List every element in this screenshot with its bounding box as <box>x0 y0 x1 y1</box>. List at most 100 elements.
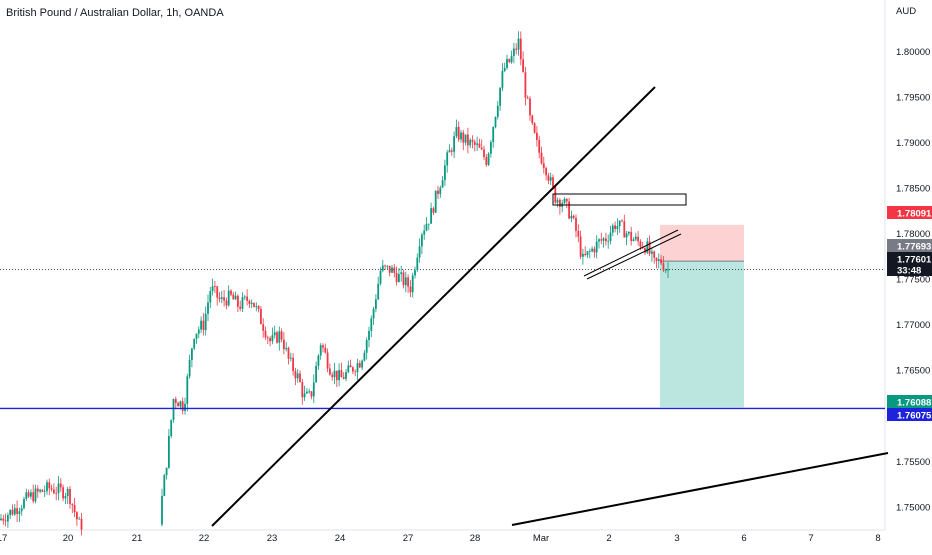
candle-body <box>322 345 324 348</box>
candle-body <box>315 365 317 383</box>
candle-body <box>584 253 587 256</box>
candle-body <box>462 132 465 143</box>
candle-body <box>250 302 253 304</box>
candle-body <box>457 126 460 140</box>
candle-body <box>237 295 239 307</box>
candle-body <box>66 488 69 497</box>
candle-body <box>501 71 504 88</box>
candle-body <box>664 270 667 272</box>
price-tick-label: 1.75000 <box>896 502 930 513</box>
time-tick-label: Mar <box>533 533 549 544</box>
candle-body <box>496 105 499 117</box>
price-tag-label: 33:48 <box>897 266 921 277</box>
candle-body <box>59 483 62 488</box>
candle-body <box>365 340 368 353</box>
candle-body <box>43 491 46 493</box>
candle-body <box>216 286 219 298</box>
candle-body <box>64 496 67 499</box>
candle-body <box>312 382 315 397</box>
candle-body <box>225 300 228 306</box>
candle-body <box>207 302 209 314</box>
candle-body <box>243 296 246 298</box>
wedge-line-upper <box>586 233 682 280</box>
rising-trendline <box>211 86 656 527</box>
candle-body <box>340 370 343 378</box>
candle-body <box>657 259 660 262</box>
candle-body <box>582 253 584 257</box>
candle-body <box>303 393 306 398</box>
candle-body <box>352 367 354 372</box>
candle-body <box>246 296 248 301</box>
candle-body <box>393 267 396 273</box>
candle-body <box>55 493 58 494</box>
candle-body <box>628 231 630 234</box>
candle-body <box>39 489 41 492</box>
candle-body <box>329 368 331 375</box>
candle-body <box>273 332 276 336</box>
price-tick-label: 1.77000 <box>896 320 930 331</box>
candle-body <box>324 347 327 353</box>
candle-body <box>16 508 18 514</box>
candle-body <box>660 259 662 264</box>
candle-body <box>434 190 437 213</box>
time-axis: 1720212223242728Mar23678 <box>0 533 881 544</box>
candle-body <box>338 370 340 381</box>
candle-body <box>165 467 168 476</box>
candle-body <box>542 163 545 169</box>
candle-body <box>301 381 304 398</box>
candle-body <box>473 141 476 145</box>
candle-body <box>333 370 336 378</box>
price-tick-label: 1.76500 <box>896 366 930 377</box>
candle-body <box>377 283 380 300</box>
candle-body <box>191 348 193 361</box>
time-tick-label: 17 <box>0 533 7 544</box>
candle-body <box>0 518 2 520</box>
price-tag-box <box>887 206 932 219</box>
candle-body <box>78 518 81 520</box>
candle-body <box>363 352 366 361</box>
candle-body <box>296 373 299 379</box>
candle-body <box>526 97 529 99</box>
candle-body <box>379 270 382 284</box>
candle-body <box>605 238 607 242</box>
candle-body <box>342 377 345 379</box>
candle-body <box>639 241 642 248</box>
candle-body <box>358 363 361 368</box>
candles <box>0 31 669 536</box>
candle-body <box>522 59 524 73</box>
candle-body <box>260 309 262 325</box>
time-tick-label: 24 <box>335 533 346 544</box>
candle-body <box>444 165 446 181</box>
candle-body <box>62 487 64 499</box>
candle-body <box>9 509 12 516</box>
candle-body <box>241 297 244 309</box>
candle-body <box>402 272 405 286</box>
candle-body <box>575 217 577 231</box>
candle-body <box>549 177 552 181</box>
price-axis: 1.80000 1.79500 1.79000 1.78500 1.78000 1.775… <box>887 6 932 513</box>
candle-body <box>634 236 637 240</box>
candle-body <box>563 198 566 204</box>
price-tick-label: 1.80000 <box>896 47 930 58</box>
candle-body <box>188 360 191 377</box>
candle-body <box>356 363 359 373</box>
candle-body <box>388 265 391 273</box>
candle-body <box>253 302 255 307</box>
candle-body <box>80 518 83 530</box>
candle-body <box>227 290 230 306</box>
candle-body <box>255 306 258 307</box>
candle-body <box>23 499 25 509</box>
candle-body <box>425 224 428 231</box>
candle-body <box>20 508 23 512</box>
candle-body <box>519 38 522 60</box>
candle-body <box>480 147 483 150</box>
candle-body <box>218 297 221 299</box>
candle-body <box>370 318 373 331</box>
candle-body <box>586 251 589 256</box>
candle-body <box>177 402 179 407</box>
candle-body <box>570 215 573 219</box>
candle-body <box>163 475 166 496</box>
candle-body <box>439 187 442 194</box>
